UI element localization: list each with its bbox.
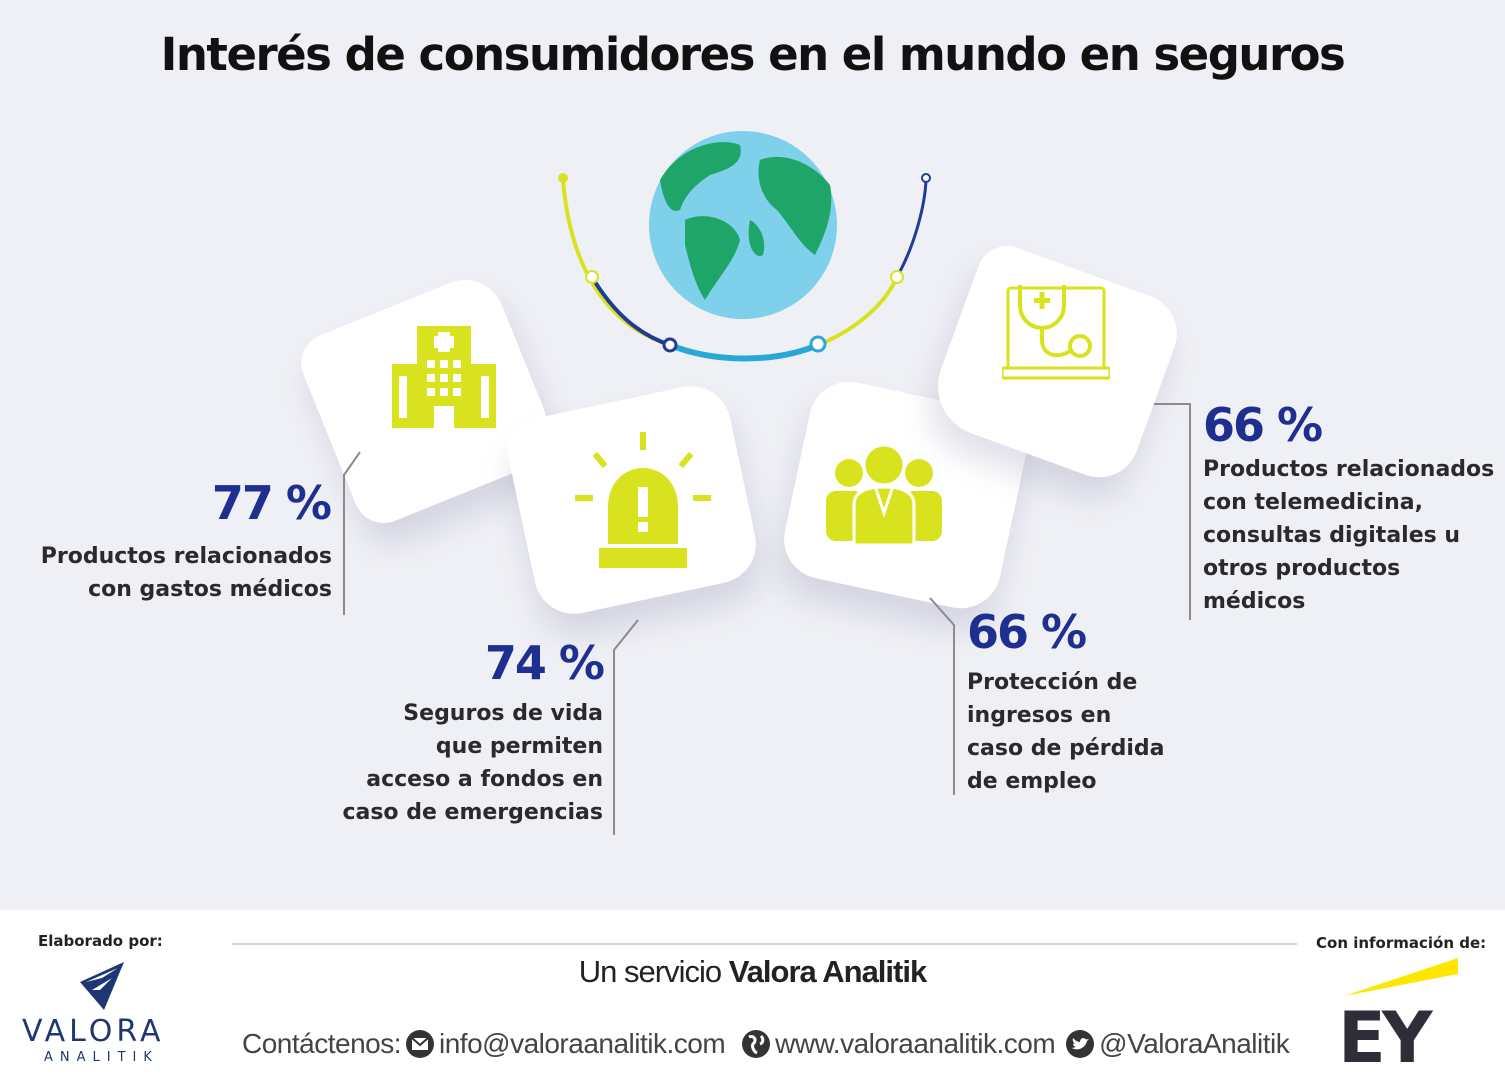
email-link[interactable]: info@valoraanalitik.com xyxy=(439,1028,726,1059)
stat-percent-4: 66 % xyxy=(1203,398,1323,452)
website-link[interactable]: www.valoraanalitik.com xyxy=(775,1028,1056,1059)
hospital-icon xyxy=(392,326,496,428)
stat-desc-4: Productos relacionados con telemedicina,… xyxy=(1203,457,1495,614)
connector-line-1 xyxy=(343,451,361,615)
globe-web-icon xyxy=(742,1030,771,1058)
people-group-icon xyxy=(826,443,942,545)
contact-bar: Contáctenos: info@valoraanalitik.com www… xyxy=(242,1028,1290,1060)
brand-analitik: ANALITIK xyxy=(44,1050,159,1065)
service-credit: Un servicio Valora Analitik xyxy=(0,954,1505,990)
service-brand: Valora Analitik xyxy=(728,954,927,989)
telemedicine-laptop-icon xyxy=(1002,285,1110,380)
stat-desc-3: Protección de ingresos en caso de pérdid… xyxy=(967,670,1165,794)
brand-valora: VALORA xyxy=(22,1014,165,1049)
footer: Elaborado por: VALORA ANALITIK Un servic… xyxy=(0,910,1505,1082)
connector-line-3 xyxy=(929,597,955,795)
twitter-handle[interactable]: @ValoraAnalitik xyxy=(1099,1028,1290,1059)
service-prefix: Un servicio xyxy=(578,954,729,989)
footer-divider xyxy=(232,943,1297,945)
info-from-label: Con información de: xyxy=(1316,934,1487,952)
made-by-label: Elaborado por: xyxy=(38,932,163,950)
page-title: Interés de consumidores en el mundo en s… xyxy=(160,28,1346,81)
stat-desc-2: Seguros de vida que permiten acceso a fo… xyxy=(342,701,603,825)
stat-desc-1: Productos relacionados con gastos médico… xyxy=(40,544,332,602)
stat-percent-3: 66 % xyxy=(967,605,1087,659)
alarm-siren-icon xyxy=(575,432,711,568)
valora-logo-icon xyxy=(80,962,124,1010)
stat-percent-1: 77 % xyxy=(211,476,332,530)
connector-line-2 xyxy=(613,619,639,835)
ey-logo-text: EY xyxy=(1338,997,1432,1079)
stat-percent-2: 74 % xyxy=(484,636,605,690)
email-icon xyxy=(406,1030,434,1058)
ey-logo-beam xyxy=(1344,958,1458,996)
twitter-icon xyxy=(1066,1030,1095,1058)
contact-label: Contáctenos: xyxy=(242,1028,402,1059)
globe-icon xyxy=(558,131,931,362)
connector-line-4 xyxy=(1154,403,1191,620)
